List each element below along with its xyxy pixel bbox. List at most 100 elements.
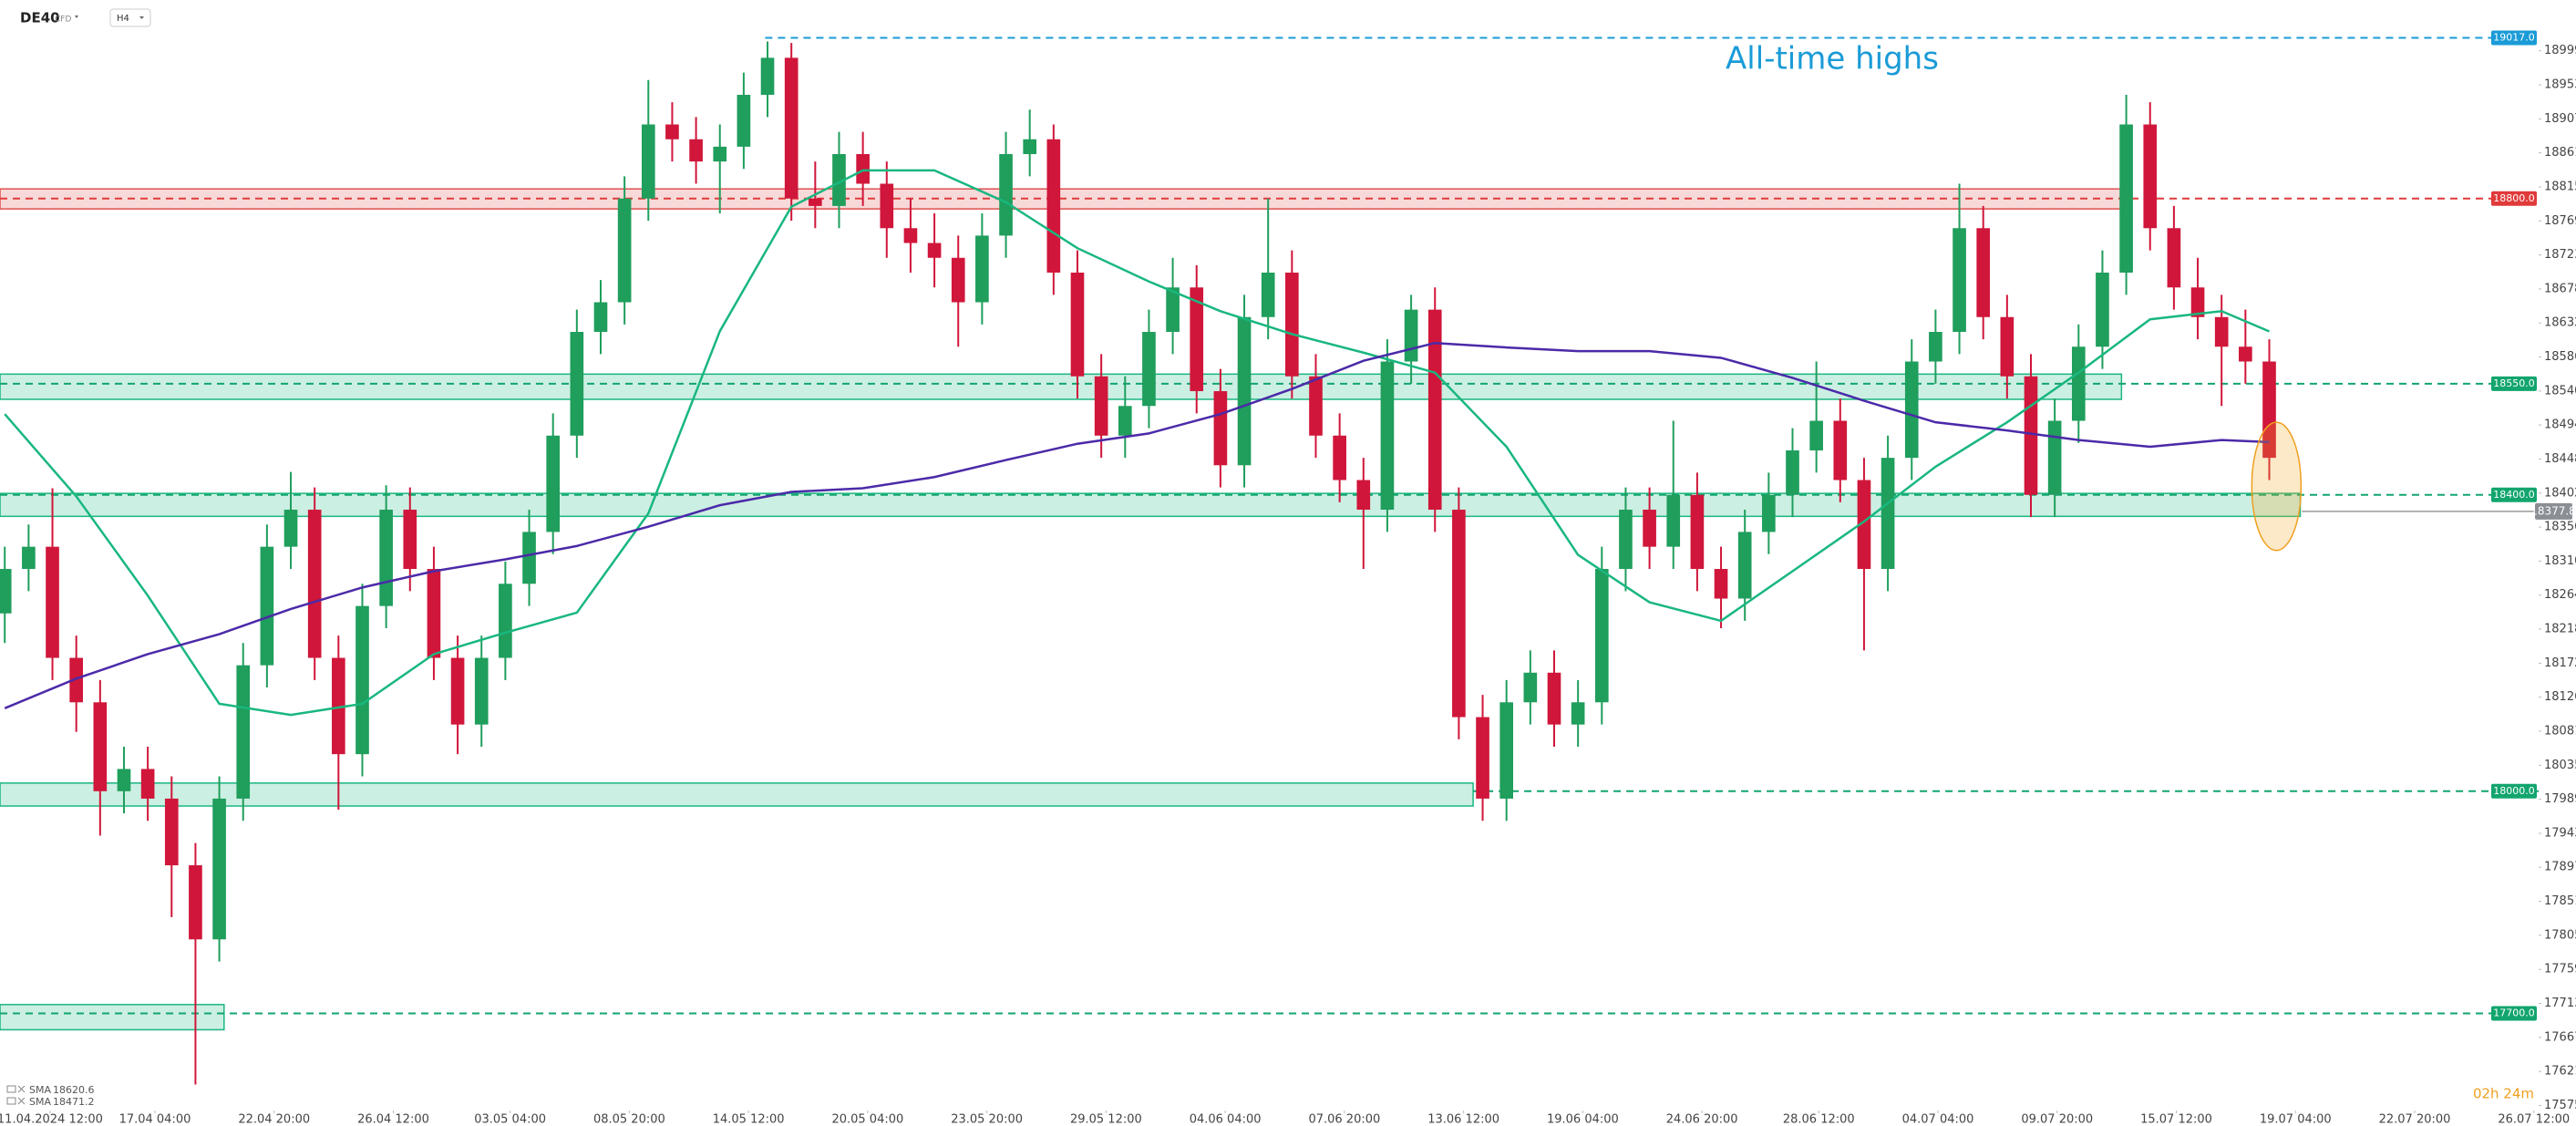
y-tick-label: 17805.5 [2544,928,2576,942]
y-tick-label: 17575.8 [2544,1099,2576,1112]
candle-body [1046,139,1061,274]
candle-body [546,435,561,532]
candles [0,41,2276,1085]
y-tick-label: 18218.8 [2544,623,2576,636]
candle-body [164,798,179,866]
x-tick-label: 28.06 12:00 [1783,1113,1855,1126]
candle-body [760,57,775,96]
candle-body [856,154,870,184]
y-tick-label: 18586.1 [2544,350,2576,364]
support-resistance-zone [0,373,2123,400]
x-tick-label: 17.04 04:00 [119,1113,191,1126]
candle-body [2071,346,2086,421]
legend-name: SMA [29,1084,51,1096]
overlays: 19017.0 18800.0 18550.0 18400.0 18000.0 17700… [2251,30,2576,1021]
candle-body [1714,569,1728,599]
candle-body [474,657,489,725]
x-tick-label: 11.04.2024 12:00 [0,1113,103,1126]
candle-body [1571,702,1585,725]
price-level-label: 18550.0 [2493,377,2535,389]
legend-icons[interactable] [6,1085,26,1105]
candle-body [737,95,751,147]
candle-body [689,139,703,162]
candle-body [1833,420,1848,480]
candle-body [832,154,846,206]
support-resistance-zone [0,1004,225,1031]
candle-body [1404,309,1418,362]
legend-value: 18471.2 [53,1096,95,1108]
y-tick-label: 17989.1 [2544,792,2576,806]
candle-body [1142,332,1156,407]
candle-body [1904,361,1919,459]
x-tick-label: 04.06 04:00 [1190,1113,1262,1126]
candle-body [1762,494,1776,532]
candle-body [212,798,226,940]
candle-body [2047,420,2062,495]
candle-body [2024,376,2038,495]
candle-body [1619,510,1633,570]
legend-remove-icon[interactable] [17,1097,26,1105]
candle-body [379,510,393,606]
price-level-label: 18000.0 [2493,785,2535,797]
instrument-type: CFD [55,15,71,25]
y-tick-label: 18815.7 [2544,181,2576,194]
candle-body [117,769,131,791]
candle-body [1261,273,1275,317]
x-tick-label: 26.07 12:00 [2498,1113,2570,1126]
price-level-label: 18400.0 [2493,489,2535,501]
candle-body [999,154,1013,236]
candle-body [2214,316,2229,347]
candle-body [1023,139,1037,155]
candle-body [1190,287,1204,392]
y-tick-label: 17713.6 [2544,997,2576,1010]
candle-body [1166,287,1180,333]
y-tick-label: 18678.0 [2544,282,2576,295]
x-tick-label: 26.04 12:00 [357,1113,429,1126]
legend-value: 18620.6 [53,1084,95,1096]
x-tick-label: 19.06 04:00 [1547,1113,1619,1126]
symbol-dropdown-icon[interactable] [75,15,78,18]
candle-body [1523,672,1538,703]
price-level-box [2491,191,2537,206]
highlight-ellipse [2251,421,2303,552]
candle-body [1094,376,1108,436]
candle-body [713,146,727,162]
legend-eye-icon[interactable] [6,1085,16,1093]
x-tick-label: 20.05 04:00 [831,1113,903,1126]
candle-body [140,769,155,799]
candle-body [1786,450,1799,495]
y-tick-label: 18172.8 [2544,656,2576,670]
candle-body [2190,287,2205,317]
timeframe-dropdown-icon[interactable] [139,16,144,19]
y-tick-label: 17943.2 [2544,826,2576,840]
price-level-box [2491,376,2537,391]
x-tick-label: 15.07 12:00 [2140,1113,2212,1126]
price-level-box [2491,30,2537,46]
timeframe-dropdown[interactable] [109,8,151,27]
last-price-label: 18377.8 [2530,504,2576,517]
candle-body [809,198,822,206]
x-tick-label: 13.06 12:00 [1427,1113,1499,1126]
x-tick-label: 22.07 20:00 [2379,1113,2451,1126]
candle-body [2167,228,2181,288]
legend-eye-icon[interactable] [6,1097,16,1105]
symbol[interactable]: DE40 [20,10,60,26]
candle-body [617,198,632,303]
candle-body [0,569,12,614]
x-tick-label: 14.05 12:00 [713,1113,785,1126]
legend-remove-icon[interactable] [17,1085,26,1093]
candle-body [1953,228,1966,333]
y-tick-label: 18264.7 [2544,588,2576,602]
candle-body [260,546,274,666]
candle-body [975,235,989,303]
timeframe[interactable]: H4 [117,14,129,24]
x-tick-label: 04.07 04:00 [1902,1113,1974,1126]
candle-body [593,302,608,333]
candle-body [1476,717,1489,799]
candle-body [1929,332,1942,362]
candle-body [951,257,965,303]
